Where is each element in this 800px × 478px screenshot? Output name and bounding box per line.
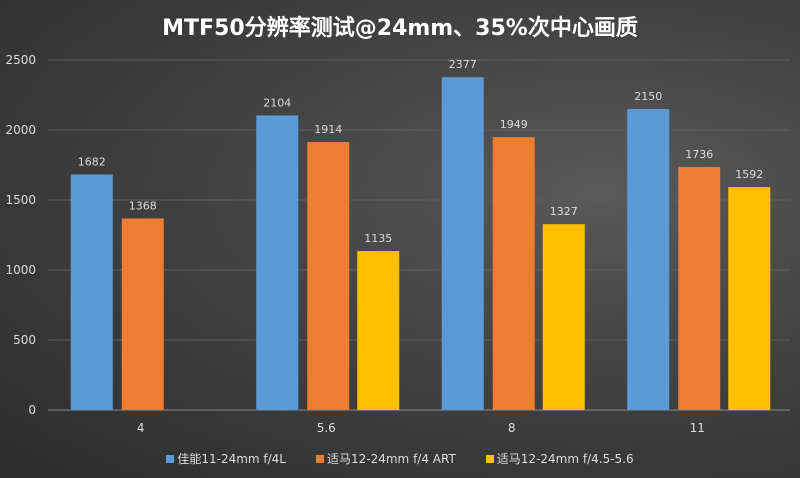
bar xyxy=(256,115,299,410)
legend-swatch xyxy=(166,454,175,463)
bar xyxy=(357,251,400,410)
chart-title: MTF50分辨率测试@24mm、35%次中心画质 xyxy=(162,16,638,41)
bar xyxy=(121,218,164,410)
bar xyxy=(542,224,585,410)
legend-swatch xyxy=(316,454,324,463)
bar xyxy=(728,187,771,410)
data-label: 2104 xyxy=(263,96,291,109)
data-label: 1682 xyxy=(78,156,106,169)
x-tick-label: 8 xyxy=(508,421,516,435)
bar xyxy=(627,109,670,410)
x-tick-label: 5.6 xyxy=(317,421,336,435)
y-tick-label: 1000 xyxy=(5,263,36,277)
data-label: 1736 xyxy=(685,148,713,161)
legend-item-sigma-art[interactable]: 适马12-24mm f/4 ART xyxy=(316,450,456,467)
data-label: 1368 xyxy=(129,199,157,212)
data-label: 1135 xyxy=(364,232,392,245)
x-tick-label: 4 xyxy=(137,421,145,435)
legend-label: 适马12-24mm f/4 ART xyxy=(327,452,456,466)
legend: 佳能11-24mm f/4L 适马12-24mm f/4 ART 适马12-24… xyxy=(0,450,800,467)
legend-swatch xyxy=(485,454,494,463)
data-label: 1949 xyxy=(500,118,528,131)
bar xyxy=(441,77,484,410)
legend-item-sigma[interactable]: 适马12-24mm f/4.5-5.6 xyxy=(485,450,634,467)
legend-label: 佳能11-24mm f/4L xyxy=(177,452,286,466)
data-label: 1327 xyxy=(550,205,578,218)
bar xyxy=(492,137,535,410)
y-tick-label: 2500 xyxy=(5,53,36,67)
bar xyxy=(678,166,721,410)
legend-label: 适马12-24mm f/4.5-5.6 xyxy=(496,452,634,466)
data-label: 1592 xyxy=(735,168,763,181)
bar xyxy=(307,142,350,411)
x-tick-label: 11 xyxy=(690,421,705,435)
y-tick-label: 500 xyxy=(13,333,36,347)
data-label: 2377 xyxy=(449,58,477,71)
data-label: 2150 xyxy=(634,90,662,103)
y-tick-label: 1500 xyxy=(5,193,36,207)
legend-item-canon[interactable]: 佳能11-24mm f/4L xyxy=(166,450,286,467)
y-tick-label: 0 xyxy=(28,403,36,417)
data-label: 1914 xyxy=(314,123,342,136)
y-tick-label: 2000 xyxy=(5,123,36,137)
bar xyxy=(70,174,113,410)
